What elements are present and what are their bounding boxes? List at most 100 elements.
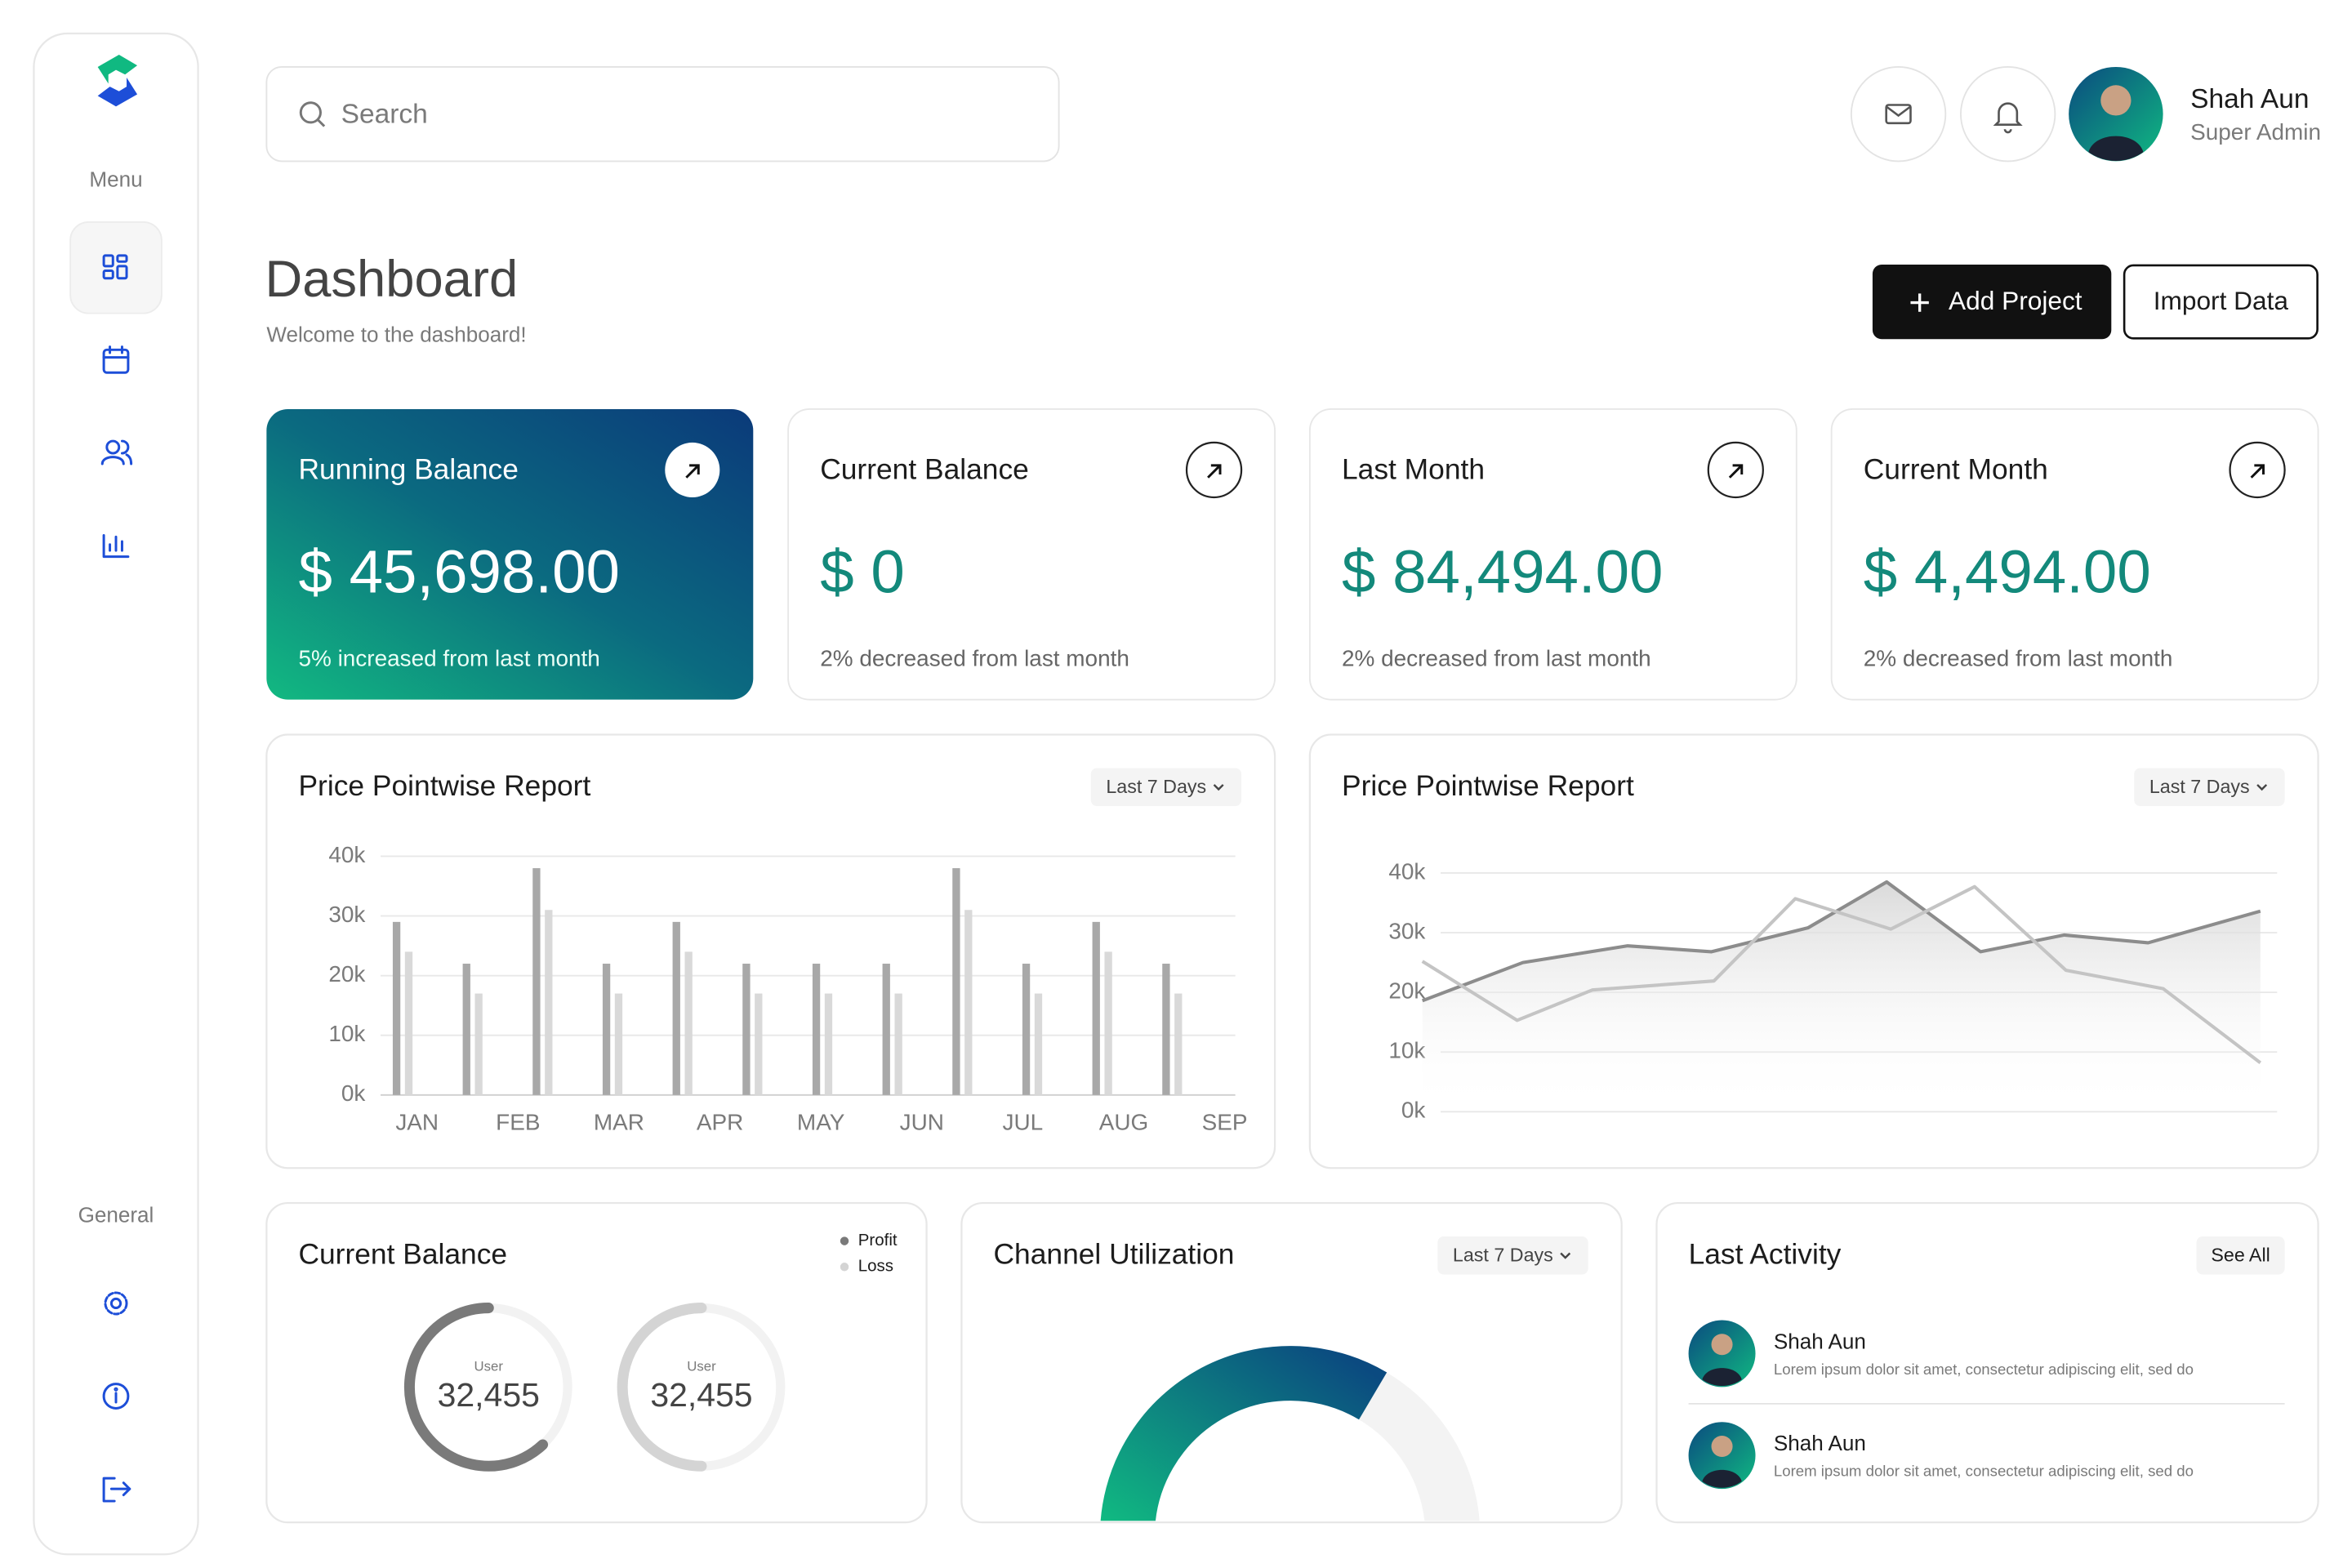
bar <box>684 951 693 1095</box>
logo <box>97 55 138 107</box>
chevron <box>1213 784 1224 791</box>
bar <box>1162 964 1170 1095</box>
ring-value: 32,455 <box>650 1376 752 1414</box>
bar <box>532 868 541 1095</box>
filter-label: Last 7 Days <box>2149 776 2250 797</box>
general-label: General <box>78 1203 154 1227</box>
arrow-icon <box>685 464 700 479</box>
avatar-body <box>1702 1368 1742 1386</box>
legend-label: Profit <box>858 1231 898 1250</box>
plus-icon <box>1910 293 1929 312</box>
avatar-face <box>1711 1334 1733 1356</box>
bar <box>404 951 413 1095</box>
nav-logout[interactable] <box>102 1477 131 1503</box>
user-name: Shah Aun <box>2190 84 2309 114</box>
card-title: Running Balance <box>298 454 518 486</box>
filter-dropdown[interactable] <box>1437 1236 1588 1275</box>
y-tick-label: 40k <box>328 842 365 867</box>
card-note: 2% decreased from last month <box>1342 646 1651 671</box>
bar <box>742 964 751 1095</box>
balance-card <box>1308 408 1797 701</box>
chart-title: Current Balance <box>298 1239 507 1271</box>
user-avatar[interactable] <box>2069 66 2163 162</box>
card-value: $ 84,494.00 <box>1342 537 1663 605</box>
sidebar <box>33 32 199 1556</box>
bell-button[interactable] <box>1960 66 2056 163</box>
legend-dot <box>840 1236 849 1245</box>
bar <box>672 921 680 1095</box>
x-tick-label: FEB <box>496 1110 540 1135</box>
ring-arc <box>403 1303 549 1472</box>
y-tick-label: 30k <box>328 902 365 927</box>
x-tick-label: JAN <box>395 1110 439 1135</box>
y-tick-label: 0k <box>341 1080 366 1106</box>
gauge-arc <box>1099 1346 1388 1521</box>
bar <box>614 993 623 1095</box>
activity-text: Lorem ipsum dolor sit amet, consectetur … <box>1774 1463 2194 1480</box>
activity-name: Shah Aun <box>1774 1431 1866 1455</box>
y-tick-label: 10k <box>328 1021 365 1046</box>
y-tick-label: 0k <box>1401 1098 1426 1123</box>
card-note: 2% decreased from last month <box>1864 646 2173 671</box>
ring-value: 32,455 <box>438 1376 540 1414</box>
nav-active[interactable] <box>69 220 163 314</box>
ring-arc <box>617 1303 707 1472</box>
search-box[interactable] <box>265 66 1060 163</box>
search-icon <box>299 101 326 127</box>
see-all-button[interactable] <box>2196 1236 2285 1275</box>
chevron <box>2256 784 2268 791</box>
nav-dashboard[interactable] <box>102 254 128 280</box>
bar <box>1174 993 1183 1095</box>
bell-icon <box>1993 102 2023 134</box>
mail-icon <box>1885 104 1912 125</box>
nav-settings[interactable] <box>104 1291 128 1316</box>
card-note: 2% decreased from last month <box>820 646 1129 671</box>
x-tick-label: MAY <box>797 1110 845 1135</box>
legend-dot <box>840 1263 849 1272</box>
balance-card <box>787 408 1276 701</box>
bar <box>882 964 890 1095</box>
x-tick-label: JUL <box>1003 1110 1044 1135</box>
bar <box>545 910 553 1095</box>
filter-label: Last 7 Days <box>1453 1244 1553 1265</box>
y-tick-label: 20k <box>328 961 365 987</box>
nav-users[interactable] <box>100 439 133 466</box>
nav-info[interactable] <box>102 1383 130 1410</box>
mail-button[interactable] <box>1850 66 1947 163</box>
balance-card <box>1830 408 2319 701</box>
card-title: Current Month <box>1864 454 2048 486</box>
add-project-label: Add Project <box>1949 286 2082 315</box>
bar <box>952 868 960 1095</box>
chevron <box>1560 1252 1571 1259</box>
y-tick-label: 10k <box>1388 1038 1425 1063</box>
avatar-body <box>1702 1469 1742 1488</box>
add-project-button[interactable] <box>1872 265 2112 340</box>
ring-label: User <box>687 1359 716 1374</box>
x-tick-label: MAR <box>594 1110 644 1135</box>
balance-card-highlight <box>266 408 754 700</box>
arrow-icon <box>1728 464 1744 479</box>
arrow-icon <box>2250 464 2265 479</box>
bar <box>474 993 483 1095</box>
chart-title: Channel Utilization <box>994 1239 1235 1271</box>
bar <box>462 964 470 1095</box>
y-tick-label: 40k <box>1388 858 1425 884</box>
y-tick-label: 20k <box>1388 978 1425 1004</box>
filter-dropdown[interactable] <box>1090 768 1242 807</box>
bar <box>1034 993 1043 1095</box>
gauge <box>1099 1346 1481 1521</box>
nav-reports[interactable] <box>102 534 130 559</box>
bar <box>964 910 973 1095</box>
activity-name: Shah Aun <box>1774 1329 1866 1353</box>
panel-title: Last Activity <box>1689 1239 1842 1271</box>
filter-dropdown[interactable] <box>2134 768 2285 807</box>
filter-label: Last 7 Days <box>1106 776 1206 797</box>
bar <box>894 993 902 1095</box>
import-data-button[interactable] <box>2123 264 2319 340</box>
panel <box>1655 1201 2319 1524</box>
nav-calendar[interactable] <box>102 345 130 374</box>
avatar-face <box>1711 1435 1733 1458</box>
bar <box>392 921 401 1095</box>
bar <box>824 993 833 1095</box>
